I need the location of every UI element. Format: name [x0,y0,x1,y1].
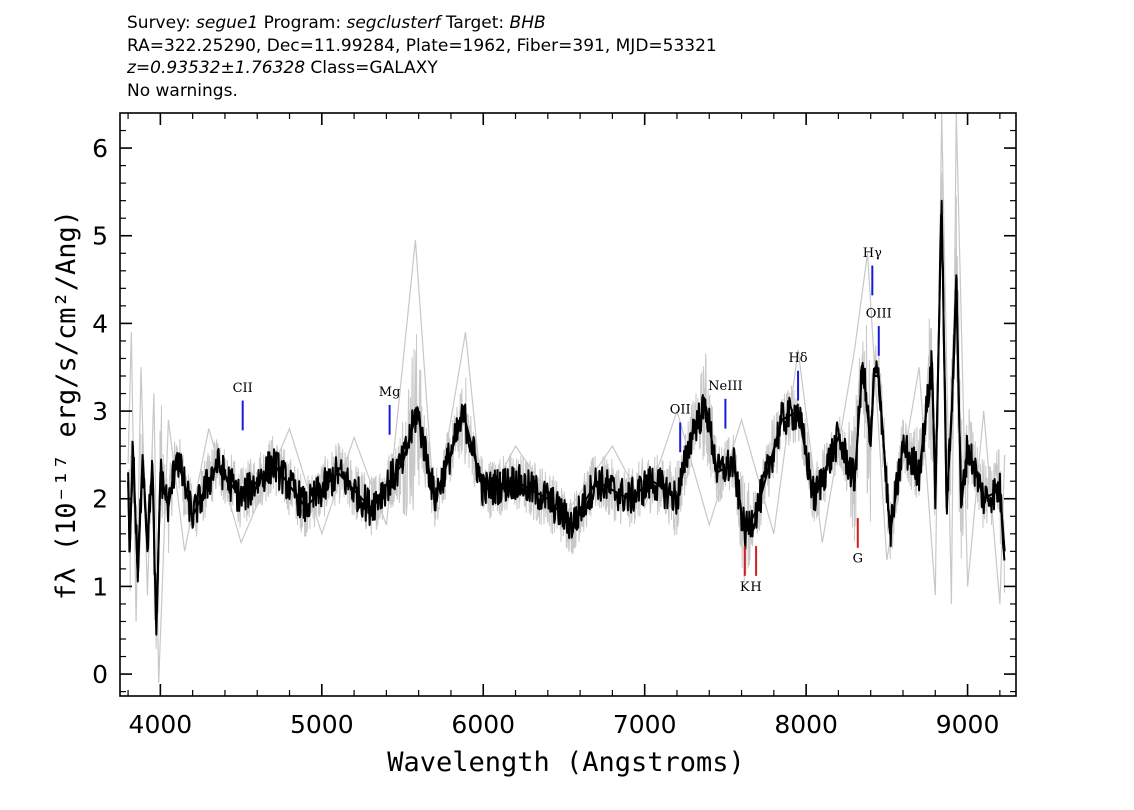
line-marker-label-1: Mg [379,385,401,400]
header-line-survey: Survey: segue1 Program: segclusterf Targ… [127,12,717,35]
program-value: segclusterf [346,13,441,33]
header-line-coordinates: RA=322.25290, Dec=11.99284, Plate=1962, … [127,35,717,56]
survey-value: segue1 [196,13,259,33]
line-marker-label-8: H [750,580,761,595]
flux-line [127,199,1006,636]
program-label: Program: [263,13,342,33]
y-tick-label-4: 4 [92,309,108,338]
y-tick-label-0: 0 [92,660,108,689]
line-marker-label-6: OIII [866,306,892,321]
line-marker-label-9: G [853,552,863,567]
redshift-value: z=0.93532±1.76328 [127,58,306,78]
y-tick-label-5: 5 [92,222,108,251]
x-tick-label-3: 7000 [613,710,677,739]
header-line-redshift: z=0.93532±1.76328 Class=GALAXY [127,57,717,80]
x-tick-label-5: 9000 [936,710,1000,739]
target-value: BHB [509,13,546,33]
target-label: Target: [445,13,505,33]
x-tick-label-4: 8000 [774,710,838,739]
line-marker-label-7: K [740,580,750,595]
x-tick-label-0: 4000 [129,710,193,739]
y-axis-title: fλ (10⁻¹⁷ erg/s/cm²/Ang) [51,210,82,600]
header-line-warnings: No warnings. [127,80,238,101]
y-tick-label-6: 6 [92,134,108,163]
axis-ticks: 4000 5000 6000 7000 8000 9000 0 1 2 3 4 5 6 [92,113,1016,739]
flux-noise [127,213,1006,615]
x-axis-title: Wavelength (Angstroms) [387,747,745,778]
x-tick-label-1: 5000 [290,710,354,739]
y-tick-label-3: 3 [92,397,108,426]
class-value: Class=GALAXY [310,58,438,78]
x-tick-label-2: 6000 [451,710,515,739]
plot-frame [119,112,1017,697]
line-marker-layer: CII Mg OII NeIII Hδ Hγ OIII K H G [233,246,892,595]
spectrum-header: Survey: segue1 Program: segclusterf Targ… [127,12,717,102]
line-marker-label-2: OII [670,403,691,418]
line-marker-label-4: Hδ [788,351,807,366]
y-tick-label-1: 1 [92,572,108,601]
line-marker-label-3: NeIII [708,379,742,394]
survey-label: Survey: [127,13,191,33]
y-tick-label-2: 2 [92,485,108,514]
line-marker-label-0: CII [233,381,253,396]
flux-layer [127,199,1006,636]
line-marker-label-5: Hγ [863,246,882,261]
